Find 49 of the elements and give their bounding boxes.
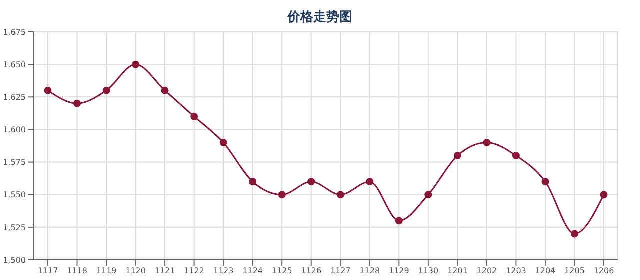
x-tick-label: 1126 <box>301 266 322 276</box>
y-tick-label: 1,600 <box>3 126 26 135</box>
point <box>74 100 82 108</box>
point <box>132 60 140 68</box>
x-tick-label: 1117 <box>38 266 58 276</box>
x-tick-label: 1204 <box>535 266 556 276</box>
chart-title: 价格走势图 <box>286 9 354 26</box>
point <box>102 86 110 94</box>
x-tick-label: 1203 <box>506 266 526 276</box>
x-tick-label: 1123 <box>213 266 234 276</box>
point <box>600 191 608 199</box>
x-tick-label: 1128 <box>360 266 380 276</box>
point <box>542 178 550 186</box>
point <box>190 112 198 120</box>
x-tick-label: 1130 <box>418 266 439 276</box>
point <box>483 138 491 146</box>
x-tick-label: 1127 <box>330 266 351 276</box>
point <box>308 178 316 186</box>
x-tick-label: 1129 <box>388 266 410 276</box>
point <box>395 217 403 225</box>
y-tick-label: 1,525 <box>3 223 26 232</box>
point <box>161 86 169 94</box>
x-tick-label: 1205 <box>564 266 585 276</box>
y-tick-label: 1,650 <box>3 60 26 70</box>
x-tick-label: 1122 <box>184 266 204 276</box>
x-tick-label: 1201 <box>448 266 468 276</box>
point <box>366 178 374 186</box>
point <box>44 86 52 94</box>
x-tick-label: 1206 <box>594 266 614 276</box>
x-tick-label: 1119 <box>96 266 117 276</box>
y-tick-label: 1,500 <box>3 256 26 265</box>
point <box>454 152 462 160</box>
point <box>278 191 286 199</box>
point <box>512 152 520 160</box>
point <box>249 178 257 186</box>
x-tick-label: 1124 <box>242 266 264 276</box>
y-tick-label: 1,625 <box>3 92 26 102</box>
point <box>336 191 344 199</box>
x-tick-label: 1120 <box>126 266 146 276</box>
x-tick-label: 1121 <box>154 266 176 276</box>
point <box>220 138 228 146</box>
y-tick-label: 1,575 <box>3 158 26 168</box>
point <box>570 230 578 238</box>
y-tick-label: 1,550 <box>3 190 26 200</box>
x-tick-label: 1125 <box>272 266 292 276</box>
x-tick-label: 1118 <box>67 266 88 276</box>
y-tick-label: 1,675 <box>3 28 26 37</box>
x-tick-label: 1202 <box>476 266 498 276</box>
point <box>424 191 432 199</box>
